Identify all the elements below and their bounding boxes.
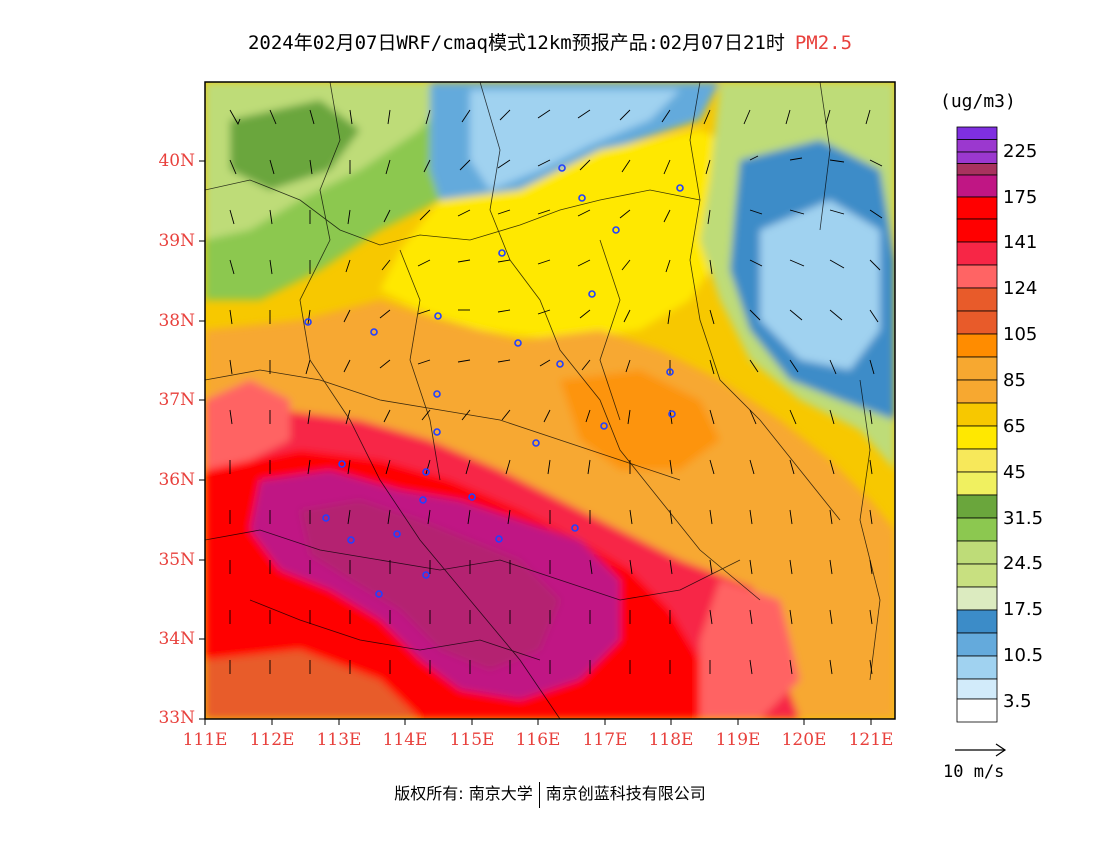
lon-label-111: 111E — [182, 730, 228, 750]
legend-label-105: 105 — [1003, 324, 1038, 345]
concentration-field — [205, 82, 895, 719]
lon-label-113: 113E — [316, 730, 362, 750]
lat-label-39: 39N — [158, 231, 195, 251]
lon-label-118: 118E — [648, 730, 694, 750]
copyright-right: 南京创蓝科技有限公司 — [545, 784, 706, 803]
lon-label-114: 114E — [382, 730, 428, 750]
wind-reference-arrow — [955, 743, 1007, 757]
legend-label-24-5: 24.5 — [1003, 553, 1044, 574]
lat-label-38: 38N — [158, 311, 195, 331]
copyright-separator — [538, 781, 540, 808]
legend-label-10-5: 10.5 — [1003, 645, 1044, 666]
title-text: 2024年02月07日WRF/cmaq模式12km预报产品:02月07日21时 — [247, 32, 785, 54]
legend-label-17-5: 17.5 — [1003, 599, 1044, 620]
lon-label-116: 116E — [515, 730, 561, 750]
lat-label-35: 35N — [158, 550, 195, 570]
legend-label-225: 225 — [1003, 141, 1038, 162]
species-label: PM2.5 — [794, 32, 853, 54]
lat-label-33: 33N — [158, 708, 195, 728]
legend-label-45: 45 — [1003, 462, 1026, 483]
legend-label-3-5: 3.5 — [1003, 691, 1032, 712]
wind-reference-label: 10 m/s — [943, 762, 1005, 782]
legend-label-65: 65 — [1003, 416, 1026, 437]
legend-label-124: 124 — [1003, 278, 1038, 299]
wind-vectors — [229, 109, 883, 675]
lon-label-120: 120E — [781, 730, 827, 750]
lon-label-117: 117E — [582, 730, 628, 750]
map-title: 2024年02月07日WRF/cmaq模式12km预报产品:02月07日21时 P… — [0, 28, 1100, 55]
color-legend-bar — [956, 126, 998, 723]
legend-label-85: 85 — [1003, 370, 1026, 391]
lat-label-40: 40N — [158, 151, 195, 171]
lon-label-119: 119E — [715, 730, 761, 750]
city-markers — [304, 164, 684, 598]
lat-label-37: 37N — [158, 390, 195, 410]
legend-label-141: 141 — [1003, 232, 1038, 253]
lon-label-115: 115E — [449, 730, 495, 750]
copyright-left: 版权所有: 南京大学 — [394, 784, 533, 803]
legend-label-31-5: 31.5 — [1003, 508, 1044, 529]
lon-label-121: 121E — [848, 730, 894, 750]
copyright: 版权所有: 南京大学 南京创蓝科技有限公司 — [0, 780, 1100, 808]
lon-label-112: 112E — [249, 730, 295, 750]
axis-ticks — [199, 160, 872, 725]
lat-label-34: 34N — [158, 629, 195, 649]
lat-label-36: 36N — [158, 470, 195, 490]
legend-label-175: 175 — [1003, 187, 1038, 208]
legend-unit: (ug/m3) — [940, 91, 1016, 112]
